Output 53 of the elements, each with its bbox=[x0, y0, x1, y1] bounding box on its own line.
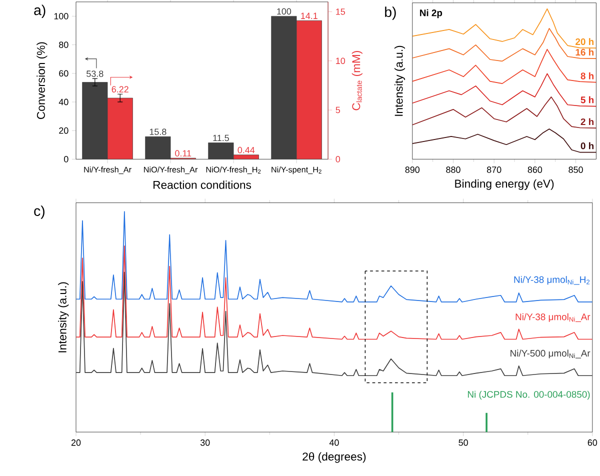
data-label: 53.8 bbox=[86, 70, 104, 78]
data-label: 100 bbox=[277, 8, 292, 15]
x-tick-label: 20 bbox=[71, 440, 81, 446]
y2-tick-label: 5 bbox=[336, 107, 340, 114]
x-tick-label: Ni/Y-fresh_Ar bbox=[84, 166, 132, 174]
y-tick-label: 60 bbox=[59, 70, 68, 77]
y-tick-label: 80 bbox=[59, 42, 68, 48]
x-tick-label: 870 bbox=[486, 166, 502, 174]
series-label: 0 h bbox=[580, 142, 594, 150]
x-tick-label: 860 bbox=[528, 166, 542, 174]
text: b) bbox=[385, 6, 396, 20]
series-label: 20 h bbox=[576, 38, 594, 46]
x-tick-label: 50 bbox=[458, 440, 468, 446]
x-axis-title: Binding energy (eV) bbox=[455, 180, 554, 190]
x-tick-label: 30 bbox=[200, 440, 210, 446]
x-tick-label: 890 bbox=[405, 166, 420, 174]
series-label: Ni/Y-38 μmol$_{Ni}$_H$_{2}$ bbox=[514, 276, 590, 285]
data-label: 15.8 bbox=[150, 128, 166, 136]
text: a) bbox=[34, 4, 46, 18]
x-tick-label: Ni/Y-spent_H$_{2}$ bbox=[272, 166, 322, 174]
series-label: 16 h bbox=[576, 48, 594, 56]
text: Ni (JCPDS No. 00-004-0850) bbox=[468, 391, 590, 400]
y-tick-label: 0 bbox=[64, 156, 68, 163]
y2-tick-label: 10 bbox=[336, 58, 346, 64]
x-axis-title: 2θ (degrees) bbox=[302, 452, 366, 463]
text: c) bbox=[34, 206, 44, 220]
x-tick-label: NiO/Y-fresh_Ar bbox=[144, 166, 198, 174]
series-label: Ni/Y-38 μmol$_{Ni}$_Ar bbox=[516, 313, 590, 322]
data-label: 14.1 bbox=[301, 12, 318, 20]
chart-title: Ni 2p bbox=[420, 9, 442, 18]
y-tick-label: 20 bbox=[59, 128, 68, 134]
data-label: 6.22 bbox=[112, 86, 128, 93]
y2-tick-label: 0 bbox=[336, 156, 340, 163]
y-tick-label: 40 bbox=[58, 98, 68, 106]
y-axis-title: Conversion (%) bbox=[36, 42, 48, 120]
data-label: 0.44 bbox=[238, 147, 255, 154]
y2-axis-title: C$_{lactate}$ (mM) bbox=[352, 51, 362, 110]
x-tick-label: NiO/Y-fresh_H$_{2}$ bbox=[206, 166, 261, 174]
y-axis-title: Intensity (a.u.) bbox=[394, 46, 406, 116]
y-axis-title: Intensity (a.u.) bbox=[58, 282, 69, 352]
series-label: Ni/Y-500 μmol$_{Ni}$_Ar bbox=[510, 350, 590, 359]
series-label: 8 h bbox=[580, 72, 594, 80]
series-label: 5 h bbox=[580, 96, 594, 104]
data-label: 0.11 bbox=[175, 150, 192, 157]
data-label: 11.5 bbox=[213, 135, 229, 142]
x-axis-title: Reaction conditions bbox=[154, 180, 252, 190]
x-tick-label: 60 bbox=[588, 440, 598, 446]
x-tick-label: 850 bbox=[568, 166, 583, 174]
series-label: 2 h bbox=[580, 118, 594, 126]
y2-tick-label: 15 bbox=[336, 8, 346, 16]
x-tick-label: 880 bbox=[446, 166, 460, 174]
y-tick-label: 100 bbox=[54, 13, 68, 20]
x-tick-label: 40 bbox=[329, 440, 339, 446]
